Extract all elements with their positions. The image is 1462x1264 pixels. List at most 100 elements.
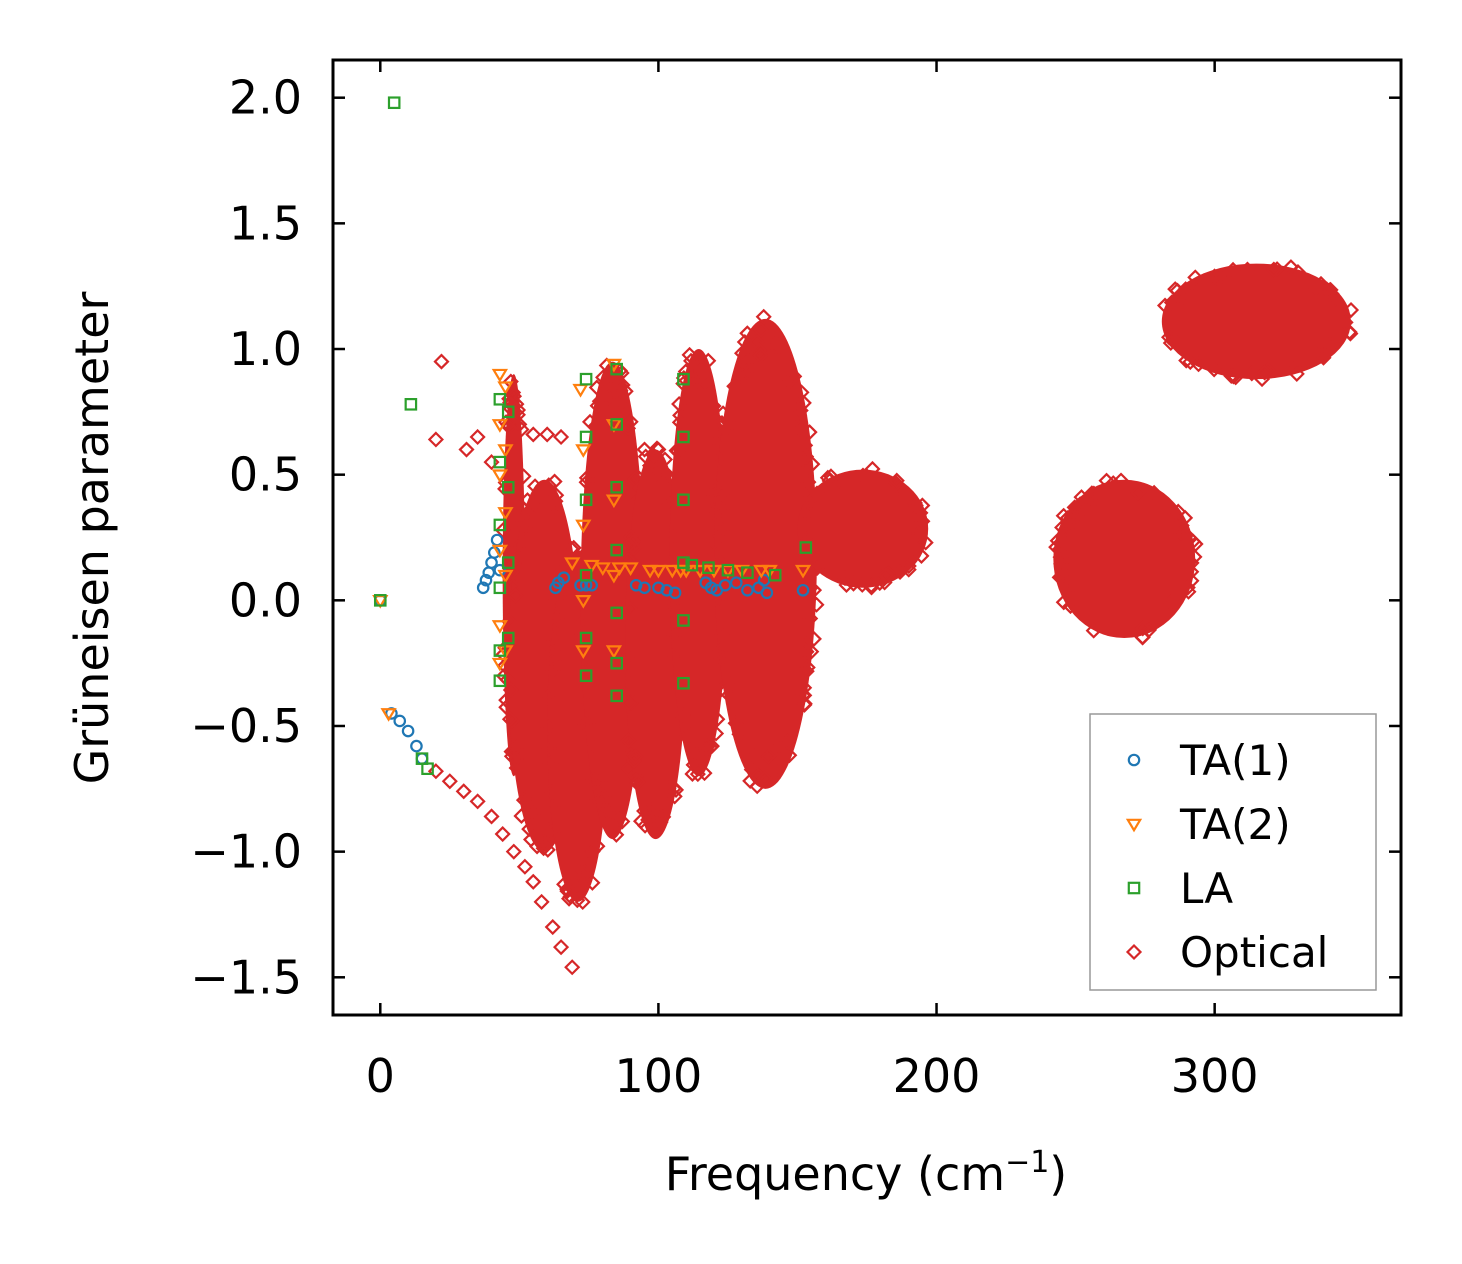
data-point bbox=[491, 620, 509, 634]
optical-point bbox=[1342, 325, 1359, 342]
optical-point bbox=[441, 773, 458, 790]
data-point bbox=[753, 564, 770, 579]
optical-point bbox=[469, 428, 486, 446]
optical-point bbox=[655, 808, 672, 825]
optical-point bbox=[1178, 352, 1195, 369]
optical-point bbox=[590, 409, 608, 426]
data-point bbox=[579, 631, 593, 645]
optical-point bbox=[545, 619, 562, 636]
optical-point bbox=[726, 378, 743, 395]
legend-label: TA(1) bbox=[1179, 736, 1291, 785]
data-point bbox=[652, 581, 665, 595]
optical-point bbox=[1186, 548, 1203, 565]
optical-point bbox=[595, 369, 612, 386]
optical-point bbox=[711, 451, 728, 468]
data-point bbox=[794, 564, 812, 579]
data-point bbox=[741, 583, 754, 597]
optical-point bbox=[614, 376, 631, 394]
optical-point bbox=[801, 424, 818, 441]
optical-point bbox=[629, 773, 647, 790]
optical-point bbox=[1183, 563, 1200, 580]
optical-point bbox=[652, 814, 669, 831]
optical-point bbox=[752, 321, 770, 338]
optical-point bbox=[583, 737, 600, 754]
optical-point bbox=[1322, 281, 1339, 298]
optical-point bbox=[535, 840, 552, 857]
optical-point bbox=[798, 643, 815, 660]
optical-point bbox=[805, 582, 823, 599]
optical-point bbox=[1105, 475, 1122, 492]
optical-point bbox=[793, 421, 810, 438]
x-axis-title-main: Frequency (cm bbox=[665, 1147, 1005, 1201]
data-point bbox=[741, 566, 754, 579]
legend-marker bbox=[1127, 881, 1141, 895]
data-point bbox=[610, 689, 623, 703]
optical-point bbox=[1208, 269, 1225, 286]
data-point bbox=[497, 507, 514, 521]
optical-point bbox=[900, 557, 917, 575]
optical-dense-region bbox=[1161, 263, 1351, 380]
optical-point bbox=[595, 788, 612, 805]
data-point bbox=[497, 569, 514, 584]
optical-point bbox=[433, 353, 450, 370]
data-point bbox=[610, 362, 623, 376]
y-tick-label: 1.5 bbox=[229, 196, 302, 250]
optical-point bbox=[587, 417, 604, 434]
data-point bbox=[572, 383, 589, 398]
optical-point bbox=[1085, 622, 1102, 639]
optical-point bbox=[608, 826, 625, 843]
optical-point bbox=[579, 715, 596, 732]
optical-point bbox=[914, 513, 931, 530]
data-point bbox=[664, 564, 681, 579]
optical-point bbox=[599, 803, 616, 820]
optical-point bbox=[748, 333, 766, 351]
data-point bbox=[579, 669, 593, 683]
optical-point bbox=[1134, 628, 1151, 646]
optical-point bbox=[727, 715, 744, 732]
optical-point bbox=[879, 567, 896, 584]
optical-point bbox=[643, 802, 660, 819]
optical-point bbox=[672, 407, 689, 424]
data-point bbox=[575, 444, 592, 458]
optical-point bbox=[650, 441, 667, 458]
optical-point bbox=[739, 325, 756, 342]
optical-point bbox=[1167, 333, 1184, 350]
optical-point bbox=[543, 783, 560, 800]
optical-point bbox=[553, 428, 570, 446]
optical-dense-region bbox=[669, 349, 728, 777]
optical-point bbox=[588, 379, 605, 396]
data-point bbox=[761, 564, 778, 579]
data-point bbox=[373, 594, 387, 607]
optical-point bbox=[799, 659, 816, 676]
optical-point bbox=[1051, 541, 1068, 558]
optical-point bbox=[1307, 279, 1325, 296]
optical-point bbox=[888, 472, 905, 489]
optical-point bbox=[798, 504, 815, 521]
x-axis-title-superscript: −1 bbox=[1005, 1145, 1049, 1180]
data-point bbox=[493, 392, 507, 406]
optical-point bbox=[674, 706, 691, 724]
optical-point bbox=[620, 537, 637, 554]
data-point bbox=[575, 645, 592, 659]
optical-point bbox=[793, 384, 810, 401]
optical-point bbox=[1323, 334, 1340, 351]
optical-point bbox=[665, 627, 682, 645]
optical-point bbox=[539, 426, 556, 443]
optical-point bbox=[501, 613, 518, 630]
optical-point bbox=[614, 813, 631, 830]
optical-point bbox=[458, 441, 475, 458]
legend-marker bbox=[1125, 943, 1143, 961]
optical-point bbox=[469, 793, 486, 810]
data-point bbox=[641, 564, 659, 579]
optical-point bbox=[756, 770, 773, 787]
optical-point bbox=[505, 843, 522, 860]
x-axis-title-close: ) bbox=[1049, 1147, 1067, 1201]
optical-point bbox=[698, 741, 715, 758]
optical-point bbox=[1073, 489, 1090, 506]
optical-point bbox=[689, 766, 706, 783]
optical-point bbox=[544, 643, 562, 660]
y-tick-label: 0.0 bbox=[229, 573, 302, 627]
optical-point bbox=[738, 355, 755, 372]
optical-point bbox=[1337, 314, 1354, 331]
optical-point bbox=[713, 650, 730, 667]
